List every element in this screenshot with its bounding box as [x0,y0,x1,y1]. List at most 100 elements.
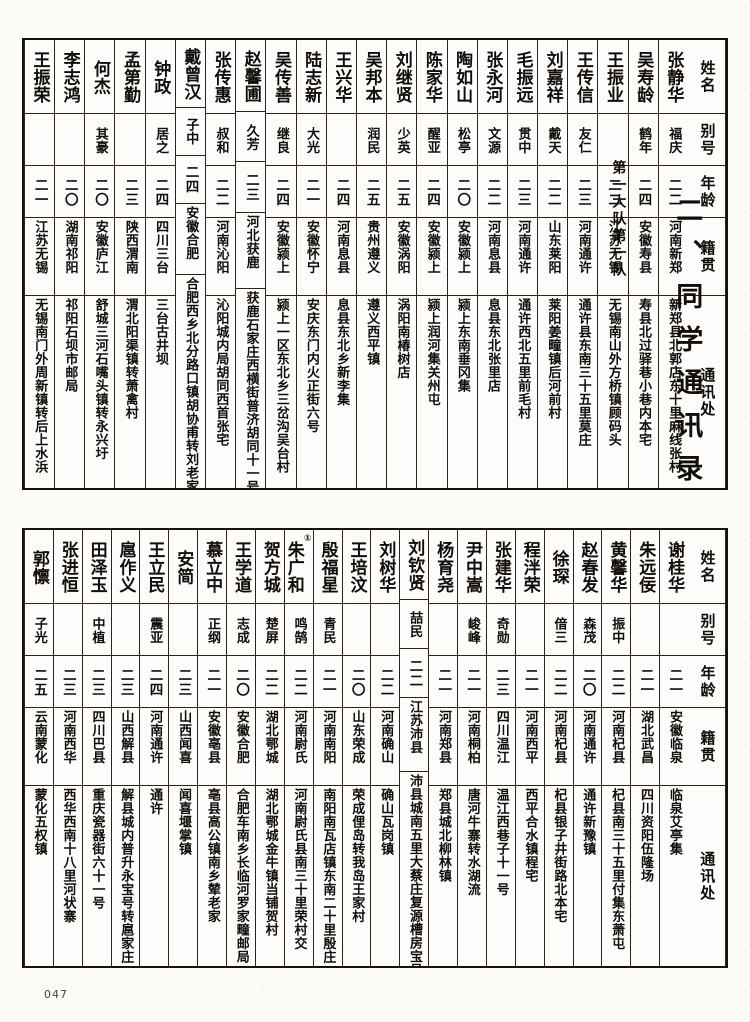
entry-address: 颍上润河集关州屯 [417,296,446,488]
entry-name: 朱远佞 [631,530,660,604]
entry-age: 二三 [115,166,145,218]
entry-name: 刘嘉祥 [538,40,568,114]
entry-name-text: 李志鸿 [59,50,80,104]
entry-name-text: 王学道 [230,540,251,594]
entry-origin: 河南郑县 [429,708,457,786]
entry-name: 王振荣 [24,40,55,114]
entry-origin-text: 安徽寿县 [636,220,652,274]
entry-name: 张永河 [477,40,507,114]
entry-name: 陆志新 [296,40,326,114]
entry-alias-text: 少英 [394,126,410,154]
entry-name: 赵馨圃 [236,40,266,112]
entry-alias [660,604,688,656]
entry-alias: 友仁 [568,114,598,166]
entry-origin-text: 河南息县 [485,220,501,274]
entry-age-text: 二一 [319,667,336,697]
entry-address: 寿县北过驿巷小巷内本宅 [629,296,658,488]
entry-address-text: 闻喜堰掌镇 [175,788,191,856]
entry-alias-text: 楚屏 [262,616,278,644]
entry-alias-text: 松亭 [454,126,470,154]
row-header-name: 姓名 [688,40,725,114]
entry-name-text: 张传惠 [210,50,231,104]
entry-name-text: 刘钦贤 [404,538,425,592]
entry-address: 通许县东南三十五里莫庄 [568,296,597,488]
entry-origin: 安徽涡阳 [387,218,417,296]
entry-name-text: 徐琛 [548,549,569,585]
entry-origin: 山东荣成 [342,708,371,786]
entry-origin-text: 河南南阳 [320,710,336,764]
entry-origin: 河南通许 [568,218,598,296]
contact-entry-column: 扈作义 二三 山西解县 解县城内普升永宝号转扈家庄 [110,530,140,966]
contact-entry-column: 尹中嵩 峻峰 二一 河南桐柏 唐河牛寨转水湖流 [457,530,486,966]
entry-alias-text: 子光 [31,616,47,644]
entry-origin: 四川温江 [486,708,515,786]
contact-entry-column: 吴传善 继良 二四 安徽颍上 颍上一区东北乡三岔沟吴台村 [265,40,296,488]
entry-alias: 子光 [24,604,53,656]
entry-name: 张进恒 [53,530,82,604]
entry-origin: 江苏无锡 [598,218,628,296]
contact-entry-column: 刘嘉祥 戴天 二二 山东莱阳 莱阳姜疃镇后河前村 [537,40,568,488]
entry-address: 闻喜堰掌镇 [169,786,197,966]
entry-name: 张传惠 [206,40,236,114]
entry-alias: 其豪 [85,114,115,166]
entry-age-text: 二〇 [454,177,471,207]
entry-origin-text: 江苏沛县 [407,700,423,755]
entry-address-text: 寿县北过驿巷小巷内本宅 [635,298,651,447]
entry-alias-text: 青民 [320,616,336,644]
entry-name: 扈作义 [111,530,140,604]
entry-origin-text: 河南杞县 [551,710,567,764]
entry-alias-text: 醒亚 [424,126,440,154]
contact-entry-column: 王兴华 二四 河南息县 息县东北乡新李集 [325,40,356,488]
entry-address: 临泉艾亭集 [660,786,688,966]
entry-origin-text: 河南西华 [60,710,76,764]
entry-origin-text: 安徽颍上 [424,220,440,274]
entry-origin: 云南蒙化 [24,708,53,786]
entry-age: 二〇 [85,166,115,218]
entry-address: 三台古井坝 [146,296,175,488]
entry-address: 无锡南山外方桥镇顾码头 [598,296,627,488]
entry-origin-text: 安徽涡阳 [394,220,410,274]
entry-address-text: 通许县东南三十五里莫庄 [575,298,591,447]
entry-address-text: 通许西北五里前毛村 [515,298,531,420]
entry-origin: 山西解县 [111,708,140,786]
entry-origin: 河南息县 [326,218,356,296]
entry-name-text: 刘树华 [375,540,396,594]
entry-origin: 湖北武昌 [631,708,660,786]
entry-age: 二〇 [573,656,602,708]
entry-origin-text: 四川三台 [153,220,169,274]
row-header-age: 年龄 [688,656,725,708]
entry-name: 毛振远 [507,40,538,114]
entry-origin-text: 河南西平 [522,710,538,764]
entry-alias: 醒亚 [417,114,447,166]
entry-origin-text: 河南确山 [378,710,394,764]
entry-origin-text: 河南新郑 [666,220,682,274]
entry-address: 无锡南门外周新镇转后上水浜 [25,296,54,488]
row-header-address: 通讯处 [698,367,717,418]
entry-alias: 继良 [266,114,296,166]
entry-age: 二二 [544,656,573,708]
entry-origin-text: 河南通许 [575,220,591,274]
row-header-age: 年龄 [688,166,725,218]
entry-name-text: 慕立中 [202,540,223,594]
entry-origin-text: 河南息县 [334,220,350,274]
entry-address: 湖北鄂城金牛镇当铺贺村 [256,786,284,966]
entry-alias [55,114,85,166]
entry-address: 西平合水镇程宅 [516,786,544,966]
entry-address-text: 四川资阳伍隆场 [637,788,653,883]
entry-name-text: 吴传善 [270,50,291,104]
contact-entry-column: 谢桂华 二一 安徽临泉 临泉艾亭集 [659,530,688,966]
entry-origin-text: 四川温江 [493,710,509,764]
contact-entry-column: 陈家华 醒亚 二四 安徽颍上 颍上润河集关州屯 [416,40,447,488]
entry-name: 王学道 [227,530,255,604]
entry-age: 二二 [598,166,628,218]
entry-origin: 河南西华 [53,708,82,786]
entry-age: 二二 [255,656,284,708]
entry-name: 殷福星 [313,530,342,604]
entry-age-text: 二四 [273,177,290,207]
entry-address-text: 西平合水镇程宅 [522,788,538,883]
entry-age-text: 二三 [117,667,134,697]
row-header-column-lower: 姓名 别号 年龄 籍贯 通讯处 [688,530,726,966]
entry-name: 王传信 [568,40,598,114]
entry-age: 二四 [145,166,175,218]
contact-entry-column: 陶如山 松亭 二〇 安徽颍上 颍上东南垂冈集 [446,40,477,488]
